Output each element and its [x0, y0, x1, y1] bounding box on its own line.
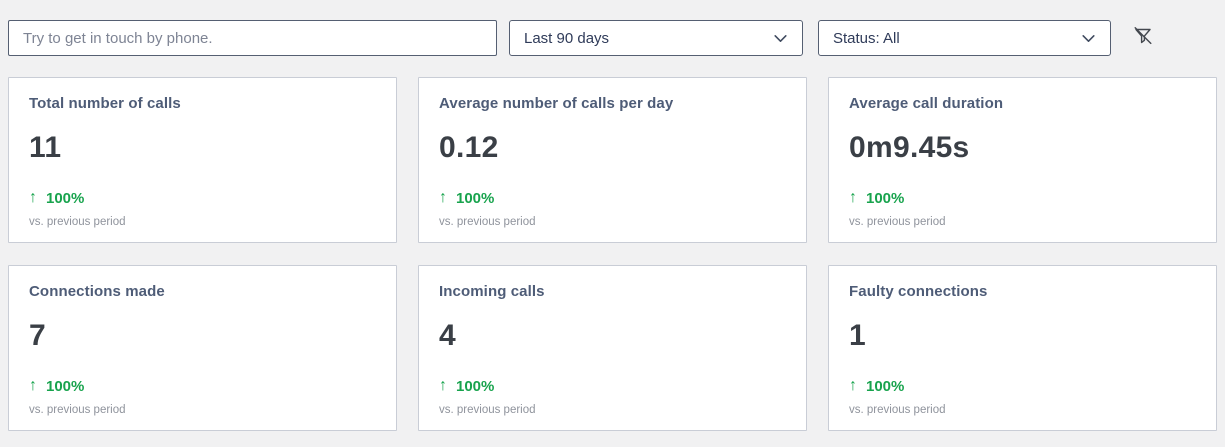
stat-card-avg-calls-per-day: Average number of calls per day 0.12 ↑ 1… [418, 77, 807, 243]
trend-value: 100% [46, 189, 85, 207]
trend-up-arrow-icon: ↑ [849, 377, 857, 394]
stat-value: 0.12 [439, 131, 499, 164]
stat-title: Average call duration [849, 95, 1004, 112]
clear-filters-button[interactable] [1128, 23, 1158, 53]
trend-up-arrow-icon: ↑ [849, 189, 857, 206]
trend-value: 100% [46, 377, 85, 395]
stat-value: 1 [849, 319, 866, 352]
filters-toolbar: Last 90 days Status: All [0, 0, 1225, 56]
date-range-select-value: Last 90 days [524, 29, 610, 47]
stat-card-connections-made: Connections made 7 ↑ 100% vs. previous p… [8, 265, 397, 431]
stat-card-incoming-calls: Incoming calls 4 ↑ 100% vs. previous per… [418, 265, 807, 431]
chevron-down-icon [1080, 30, 1097, 47]
stat-title: Incoming calls [439, 283, 545, 300]
trend-note: vs. previous period [29, 216, 126, 228]
stat-card-avg-call-duration: Average call duration 0m9.45s ↑ 100% vs.… [828, 77, 1217, 243]
stat-value: 7 [29, 319, 46, 352]
stat-card-total-calls: Total number of calls 11 ↑ 100% vs. prev… [8, 77, 397, 243]
date-range-select[interactable]: Last 90 days [509, 20, 803, 56]
stat-value: 0m9.45s [849, 131, 970, 164]
stat-trend: ↑ 100% [849, 377, 1196, 395]
stats-grid: Total number of calls 11 ↑ 100% vs. prev… [8, 77, 1217, 431]
trend-note: vs. previous period [849, 404, 946, 416]
trend-note: vs. previous period [29, 404, 126, 416]
stat-trend: ↑ 100% [439, 377, 786, 395]
filter-off-icon [1131, 24, 1155, 53]
trend-up-arrow-icon: ↑ [439, 377, 447, 394]
trend-note: vs. previous period [849, 216, 946, 228]
stat-trend: ↑ 100% [849, 189, 1196, 207]
status-select-value: Status: All [833, 29, 900, 47]
chevron-down-icon [772, 30, 789, 47]
stat-title: Connections made [29, 283, 165, 300]
stat-card-faulty-connections: Faulty connections 1 ↑ 100% vs. previous… [828, 265, 1217, 431]
trend-value: 100% [456, 189, 495, 207]
stat-title: Faulty connections [849, 283, 988, 300]
trend-value: 100% [456, 377, 495, 395]
stat-trend: ↑ 100% [29, 189, 376, 207]
trend-note: vs. previous period [439, 404, 536, 416]
stat-value: 11 [29, 131, 62, 164]
search-input[interactable] [8, 20, 497, 56]
stat-title: Total number of calls [29, 95, 181, 112]
stat-title: Average number of calls per day [439, 95, 674, 112]
stat-trend: ↑ 100% [439, 189, 786, 207]
trend-value: 100% [866, 189, 905, 207]
stat-value: 4 [439, 319, 456, 352]
status-select[interactable]: Status: All [818, 20, 1111, 56]
stat-trend: ↑ 100% [29, 377, 376, 395]
trend-up-arrow-icon: ↑ [29, 377, 37, 394]
trend-up-arrow-icon: ↑ [29, 189, 37, 206]
trend-up-arrow-icon: ↑ [439, 189, 447, 206]
trend-value: 100% [866, 377, 905, 395]
trend-note: vs. previous period [439, 216, 536, 228]
